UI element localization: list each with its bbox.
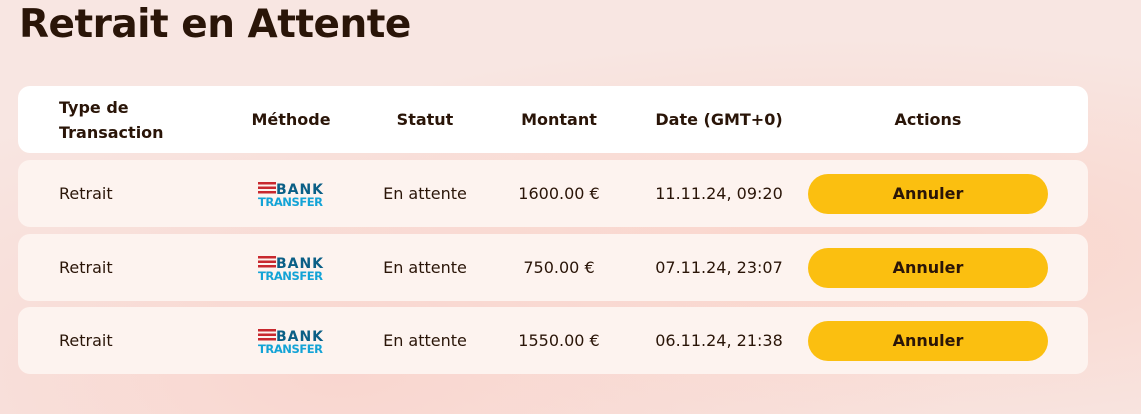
table-row: Retrait BANK TRANSFER En attente 750.00 …: [18, 234, 1088, 301]
date: 06.11.24, 21:38: [655, 331, 783, 350]
svg-text:BANK: BANK: [276, 256, 324, 272]
date: 07.11.24, 23:07: [655, 258, 783, 277]
amount: 1600.00 €: [518, 184, 600, 203]
page-title: Retrait en Attente: [19, 2, 411, 47]
status-text: En attente: [383, 331, 467, 350]
date: 11.11.24, 09:20: [655, 184, 783, 203]
cancel-button[interactable]: Annuler: [808, 173, 1048, 214]
bank-transfer-logo: BANK TRANSFER: [220, 328, 362, 354]
table-header: Type de Transaction Méthode Statut Monta…: [18, 86, 1088, 153]
column-header-date: Date (GMT+0): [655, 110, 783, 129]
cancel-button[interactable]: Annuler: [808, 247, 1048, 288]
amount: 1550.00 €: [518, 331, 600, 350]
transaction-type: Retrait: [59, 331, 113, 350]
column-header-actions: Actions: [894, 110, 962, 129]
bank-transfer-logo: BANK TRANSFER: [220, 181, 362, 207]
column-header-amount: Montant: [521, 110, 597, 129]
transaction-type: Retrait: [59, 258, 113, 277]
column-header-type: Type de Transaction: [59, 97, 164, 142]
column-header-method: Méthode: [251, 110, 331, 129]
status-text: En attente: [383, 258, 467, 277]
svg-text:BANK: BANK: [276, 329, 324, 345]
transaction-type: Retrait: [59, 184, 113, 203]
status-text: En attente: [383, 184, 467, 203]
svg-text:TRANSFER: TRANSFER: [258, 342, 323, 354]
amount: 750.00 €: [523, 258, 595, 277]
table-row: Retrait BANK TRANSFER En attente 1600.00…: [18, 160, 1088, 227]
cancel-button[interactable]: Annuler: [808, 320, 1048, 361]
svg-text:TRANSFER: TRANSFER: [258, 195, 323, 207]
svg-text:TRANSFER: TRANSFER: [258, 269, 323, 281]
table-row: Retrait BANK TRANSFER En attente 1550.00…: [18, 307, 1088, 374]
column-header-status: Statut: [396, 110, 454, 129]
bank-transfer-logo: BANK TRANSFER: [220, 255, 362, 281]
svg-text:BANK: BANK: [276, 182, 324, 198]
